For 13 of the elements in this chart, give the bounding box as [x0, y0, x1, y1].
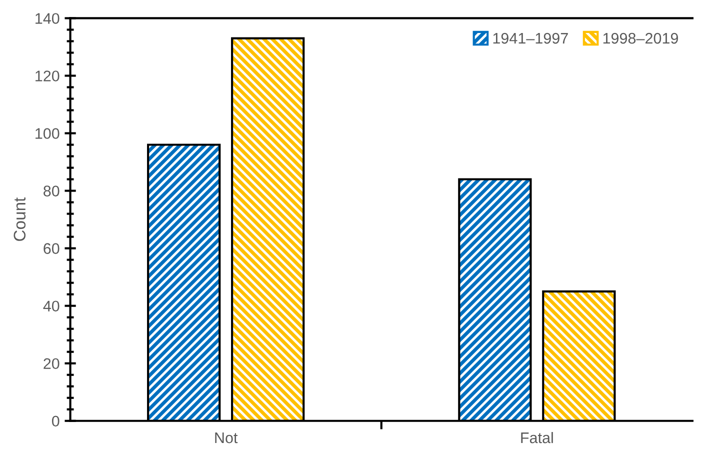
y-tick-label: 140: [36, 13, 60, 24]
x-tick-label: Not: [215, 432, 238, 444]
y-tick-label: 20: [44, 358, 60, 370]
y-tick-label: 100: [36, 128, 60, 139]
y-tick-label: 80: [44, 186, 60, 196]
y-tick-label: 60: [44, 243, 60, 254]
x-tick-label: Fatal: [521, 432, 553, 444]
legend-label: 1998–2019: [603, 32, 678, 44]
y-tick-label: 0: [52, 416, 60, 427]
y-tick-label: 40: [43, 300, 60, 312]
y-tick-label: 120: [36, 70, 60, 82]
y-axis-title: Count: [14, 197, 26, 241]
legend-label: 1941–1997: [493, 32, 568, 44]
